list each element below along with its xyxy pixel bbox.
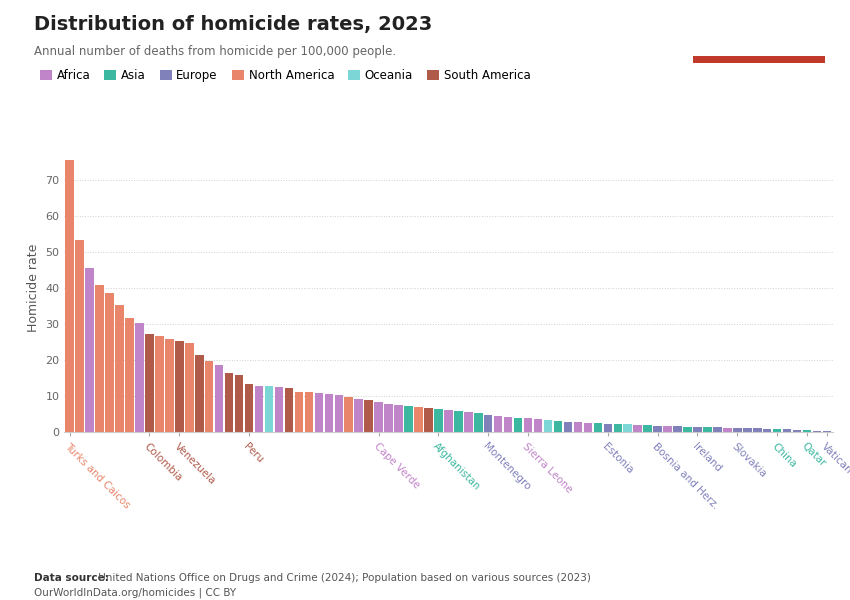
Bar	[544, 420, 552, 432]
Bar	[823, 431, 831, 432]
Bar	[484, 415, 492, 432]
Bar	[514, 418, 523, 432]
Bar	[235, 375, 243, 432]
Bar	[384, 404, 393, 432]
Bar	[703, 427, 711, 432]
Text: Distribution of homicide rates, 2023: Distribution of homicide rates, 2023	[34, 15, 433, 34]
Bar	[624, 424, 632, 432]
Bar	[76, 240, 84, 432]
Bar	[574, 422, 582, 432]
Bar	[225, 373, 234, 432]
Y-axis label: Homicide rate: Homicide rate	[27, 244, 40, 332]
Bar	[255, 386, 264, 432]
Bar	[414, 407, 422, 432]
Bar	[354, 399, 363, 432]
Bar	[504, 416, 513, 432]
Bar	[125, 317, 133, 432]
Text: United Nations Office on Drugs and Crime (2024); Population based on various sou: United Nations Office on Drugs and Crime…	[95, 573, 591, 583]
Text: Annual number of deaths from homicide per 100,000 people.: Annual number of deaths from homicide pe…	[34, 45, 396, 58]
Bar	[165, 339, 173, 432]
Bar	[65, 160, 74, 432]
Bar	[215, 365, 224, 432]
Bar	[304, 392, 313, 432]
Bar	[534, 419, 542, 432]
Bar	[205, 361, 213, 432]
Bar	[265, 386, 273, 432]
Bar	[295, 392, 303, 432]
Bar	[185, 343, 194, 432]
Bar	[335, 395, 343, 432]
Bar	[614, 424, 622, 432]
Bar	[743, 428, 751, 432]
Bar	[783, 430, 791, 432]
Bar	[175, 341, 184, 432]
Bar	[654, 425, 662, 432]
Bar	[733, 428, 741, 432]
Text: Data source:: Data source:	[34, 573, 109, 583]
Text: Our World: Our World	[728, 21, 788, 31]
Bar	[95, 285, 104, 432]
Bar	[793, 430, 802, 432]
Bar	[275, 387, 283, 432]
Bar	[405, 406, 413, 432]
Bar	[344, 397, 353, 432]
Bar	[663, 426, 672, 432]
Bar	[673, 426, 682, 432]
Bar	[325, 394, 333, 432]
Bar	[394, 405, 403, 432]
Bar	[683, 427, 692, 432]
Bar	[803, 430, 812, 432]
Bar	[105, 293, 114, 432]
Bar	[365, 400, 373, 432]
Bar	[494, 416, 502, 432]
Text: OurWorldInData.org/homicides | CC BY: OurWorldInData.org/homicides | CC BY	[34, 588, 236, 599]
Bar	[773, 429, 781, 432]
Bar	[723, 428, 732, 432]
Bar	[474, 413, 483, 432]
Bar	[633, 425, 642, 432]
Bar	[643, 425, 652, 432]
Bar	[813, 431, 821, 432]
Bar	[445, 410, 452, 432]
Bar	[374, 403, 382, 432]
Bar	[145, 334, 154, 432]
Bar	[763, 429, 772, 432]
Bar	[693, 56, 824, 63]
Bar	[593, 423, 602, 432]
Bar	[564, 422, 572, 432]
Bar	[156, 335, 164, 432]
Legend: Africa, Asia, Europe, North America, Oceania, South America: Africa, Asia, Europe, North America, Oce…	[40, 69, 530, 82]
Bar	[116, 305, 124, 432]
Bar	[195, 355, 203, 432]
Bar	[85, 268, 94, 432]
Bar	[454, 411, 462, 432]
Bar	[524, 418, 532, 432]
Bar	[135, 323, 144, 432]
Bar	[285, 388, 293, 432]
Text: in Data: in Data	[737, 39, 779, 49]
Bar	[434, 409, 443, 432]
Bar	[424, 407, 433, 432]
Bar	[464, 412, 473, 432]
Bar	[245, 385, 253, 432]
Bar	[753, 428, 762, 432]
Bar	[314, 393, 323, 432]
Bar	[694, 427, 702, 432]
Bar	[713, 427, 722, 432]
Bar	[553, 421, 562, 432]
Bar	[584, 422, 592, 432]
Bar	[604, 424, 612, 432]
